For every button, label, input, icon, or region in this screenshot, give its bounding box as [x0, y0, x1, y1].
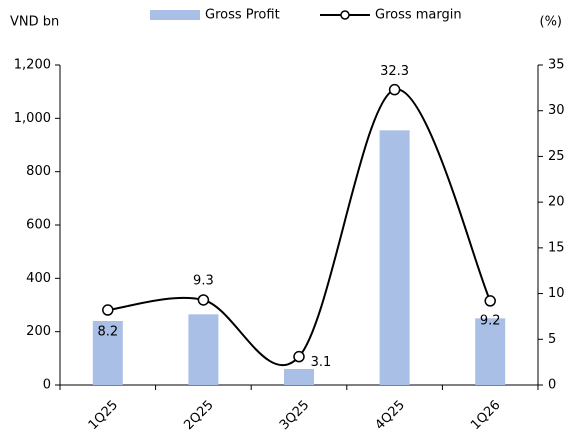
bar [188, 314, 219, 385]
bar [92, 321, 123, 385]
y2-tick-label: 20 [548, 195, 565, 210]
legend-label: Gross Profit [205, 8, 280, 23]
y2-tick-label: 25 [548, 149, 565, 164]
y-tick-label: 1,000 [14, 111, 51, 126]
data-label: 8.2 [97, 325, 118, 340]
y2-tick-label: 30 [548, 103, 565, 118]
y2-tick-label: 0 [548, 378, 556, 393]
bar [475, 318, 506, 385]
margin-marker [388, 83, 401, 96]
data-label: 9.2 [480, 313, 501, 328]
bar [284, 369, 314, 385]
data-label: 32.3 [380, 64, 409, 79]
y-axis-label: VND bn [10, 15, 59, 30]
margin-line [107, 88, 492, 366]
x-tick-label: 3Q25 [277, 398, 312, 433]
y-tick-label: 600 [26, 218, 51, 233]
y-tick-label: 400 [26, 271, 51, 286]
x-tick-label: 1Q25 [86, 398, 121, 433]
y-tick-label: 200 [26, 324, 51, 339]
x-tick-label: 1Q26 [468, 398, 503, 433]
x-tick-label: 4Q25 [373, 398, 408, 433]
margin-marker [102, 304, 114, 316]
y2-tick-label: 35 [548, 58, 565, 73]
y-tick-label: 800 [26, 164, 51, 179]
y2-axis-label: (%) [540, 15, 563, 30]
y2-tick-label: 10 [548, 286, 565, 301]
legend-label: Gross margin [375, 8, 462, 23]
data-label: 9.3 [193, 273, 214, 288]
data-label: 3.1 [311, 355, 332, 370]
x-tick-label: 2Q25 [181, 398, 216, 433]
margin-marker [293, 350, 305, 363]
bar [379, 130, 410, 385]
margin-marker [484, 295, 496, 307]
y2-tick-label: 5 [548, 332, 556, 347]
legend-swatch [340, 10, 350, 20]
margin-marker [197, 294, 210, 306]
y2-tick-label: 15 [548, 240, 565, 255]
y-tick-label: 1,200 [14, 58, 51, 73]
y-tick-label: 0 [43, 378, 51, 393]
legend-swatch [150, 10, 200, 20]
